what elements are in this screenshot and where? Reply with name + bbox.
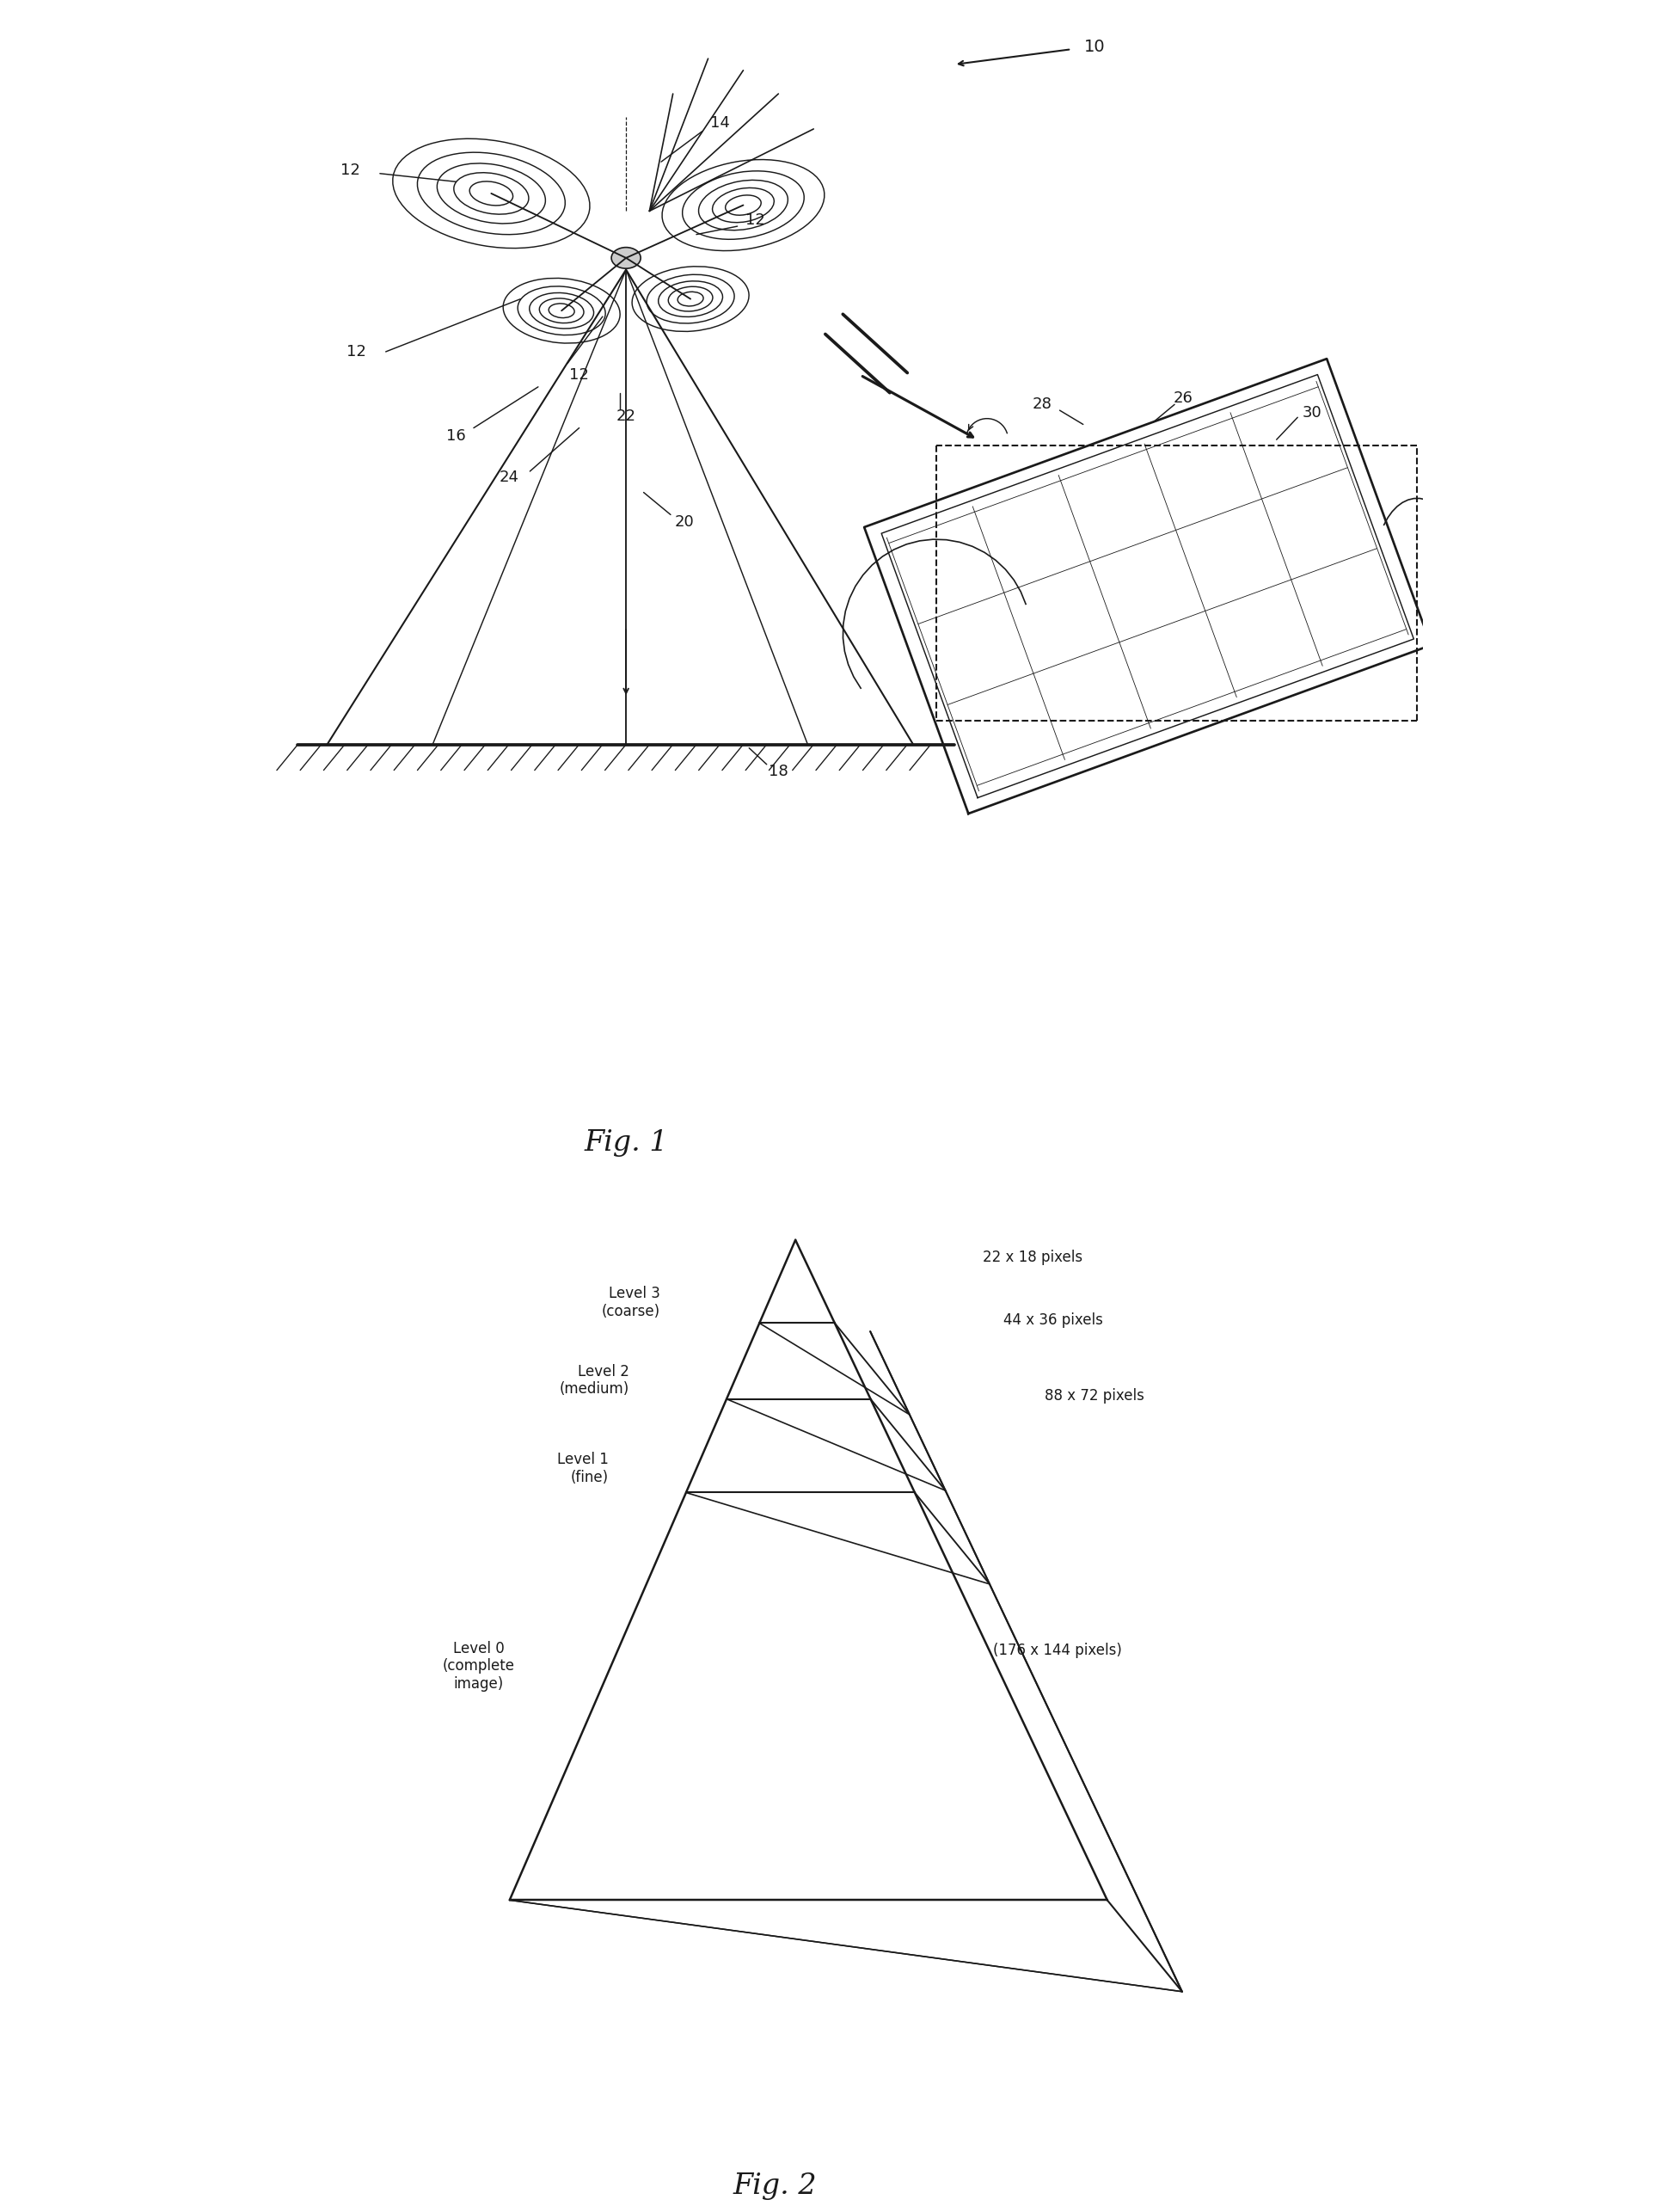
Text: 10: 10 bbox=[1085, 40, 1105, 55]
Text: 12: 12 bbox=[569, 367, 589, 383]
Text: Fig. 2: Fig. 2 bbox=[733, 2172, 817, 2199]
Text: 24: 24 bbox=[499, 469, 519, 484]
Text: 14: 14 bbox=[710, 115, 730, 131]
Text: 22 x 18 pixels: 22 x 18 pixels bbox=[983, 1250, 1083, 1265]
Text: 16: 16 bbox=[447, 429, 465, 445]
Text: 26: 26 bbox=[1173, 392, 1192, 407]
Text: Level 3
(coarse): Level 3 (coarse) bbox=[601, 1285, 660, 1318]
Text: 12: 12 bbox=[745, 212, 765, 228]
Text: 12: 12 bbox=[347, 345, 367, 358]
Text: Level 2
(medium): Level 2 (medium) bbox=[559, 1363, 629, 1398]
Ellipse shape bbox=[611, 248, 641, 268]
Text: 44 x 36 pixels: 44 x 36 pixels bbox=[1003, 1312, 1103, 1327]
Text: 18: 18 bbox=[768, 763, 788, 779]
Text: 28: 28 bbox=[1033, 396, 1051, 411]
Text: 22: 22 bbox=[616, 409, 636, 425]
Text: 12: 12 bbox=[341, 161, 360, 177]
Text: 30: 30 bbox=[1302, 405, 1321, 420]
Text: Level 0
(complete
image): Level 0 (complete image) bbox=[442, 1641, 514, 1692]
Text: (176 x 144 pixels): (176 x 144 pixels) bbox=[993, 1644, 1122, 1659]
Text: 88 x 72 pixels: 88 x 72 pixels bbox=[1045, 1389, 1145, 1405]
Text: 20: 20 bbox=[675, 513, 695, 529]
Text: Fig. 1: Fig. 1 bbox=[584, 1130, 668, 1157]
Text: Level 1
(fine): Level 1 (fine) bbox=[557, 1451, 608, 1484]
